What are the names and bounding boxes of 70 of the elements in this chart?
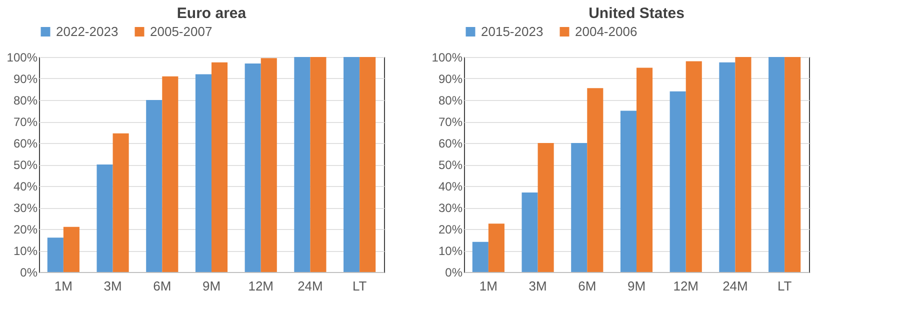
bar — [195, 74, 212, 272]
bar — [212, 62, 228, 272]
bar — [587, 88, 604, 272]
bar — [522, 192, 538, 272]
x-tick-label: 1M — [54, 278, 72, 294]
y-tick-label: 30% — [13, 201, 38, 215]
y-tick-label: 0% — [445, 266, 463, 280]
y-tick-label: 60% — [13, 136, 38, 150]
y-tick-label: 80% — [13, 94, 38, 108]
x-tick-label: 24M — [722, 278, 748, 294]
y-tick-label: 10% — [438, 244, 463, 258]
y-tick-label: 20% — [13, 222, 38, 236]
y-tick-label: 70% — [438, 115, 463, 129]
x-tick-label: 12M — [248, 278, 274, 294]
y-tick-label: 80% — [438, 94, 463, 108]
bar — [146, 100, 162, 272]
y-tick-label: 60% — [438, 136, 463, 150]
x-tick-label: 9M — [627, 278, 646, 294]
bar — [472, 242, 488, 272]
legend-label: 2022-2023 — [56, 24, 118, 39]
x-tick-label: 12M — [673, 278, 699, 294]
bar — [719, 62, 736, 272]
bar — [294, 57, 310, 272]
x-tick-label: 24M — [298, 278, 323, 294]
bar — [244, 63, 261, 272]
x-tick-label: 6M — [153, 278, 172, 294]
y-tick-label: 40% — [438, 180, 463, 194]
bar — [670, 91, 686, 272]
bar — [636, 68, 653, 272]
bar — [47, 238, 64, 272]
bar — [620, 110, 636, 272]
bar — [96, 164, 113, 272]
bar — [162, 76, 178, 272]
bar — [260, 58, 277, 272]
y-tick-label: 90% — [438, 72, 463, 86]
bar — [488, 224, 504, 272]
bar — [784, 57, 801, 272]
legend-label: 2005-2007 — [150, 24, 212, 39]
y-tick-label: 100% — [432, 50, 463, 64]
x-tick-label: 9M — [202, 278, 221, 294]
y-tick-label: 50% — [438, 158, 463, 172]
y-tick-label: 100% — [6, 50, 38, 64]
bar — [63, 226, 80, 272]
y-tick-label: 20% — [438, 222, 463, 236]
legend-label: 2015-2023 — [481, 24, 544, 39]
bar — [360, 57, 376, 272]
x-tick-label: 1M — [479, 278, 498, 294]
y-tick-label: 40% — [13, 180, 38, 194]
bar — [768, 57, 785, 272]
bar — [538, 143, 554, 272]
x-tick-label: LT — [777, 278, 792, 294]
y-tick-label: 30% — [438, 201, 463, 215]
bar — [310, 57, 326, 272]
chart-title: Euro area — [176, 5, 247, 22]
bar — [112, 133, 129, 272]
y-tick-label: 70% — [13, 115, 38, 129]
y-tick-label: 50% — [13, 158, 38, 172]
x-tick-label: 3M — [104, 278, 122, 294]
y-tick-label: 0% — [20, 266, 38, 280]
x-tick-label: LT — [352, 278, 367, 294]
y-tick-label: 10% — [13, 244, 38, 258]
bar — [686, 61, 702, 272]
bar — [344, 57, 360, 272]
x-tick-label: 6M — [578, 278, 596, 294]
chart-title: United States — [588, 5, 684, 22]
y-tick-label: 90% — [13, 72, 38, 86]
bar — [735, 57, 752, 272]
bar — [571, 143, 588, 272]
x-tick-label: 3M — [528, 278, 547, 294]
legend-label: 2004-2006 — [575, 24, 638, 39]
